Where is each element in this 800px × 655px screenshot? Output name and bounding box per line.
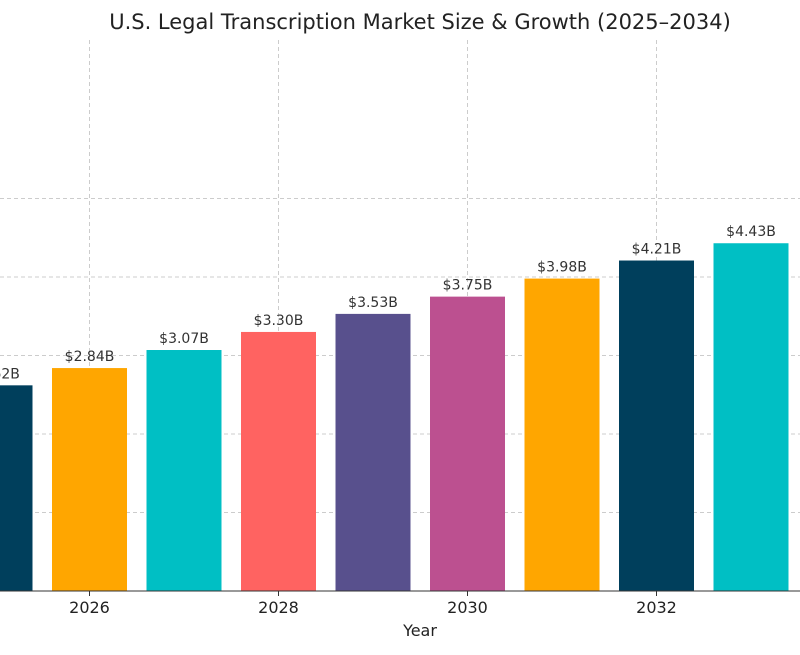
bar-2030	[430, 296, 505, 591]
bar-2031	[524, 278, 600, 591]
data-labels: $2.62B $2.84B $3.07B $3.30B $3.53B $3.75B $3.9…	[0, 224, 776, 382]
chart-title: U.S. Legal Transcription Market Size & G…	[109, 10, 731, 34]
bar-2026	[52, 368, 127, 591]
data-label-2025: $2.62B	[0, 366, 20, 382]
bar-2032	[619, 260, 694, 591]
x-tick-label-2028: 2028	[258, 598, 299, 617]
data-label-2032: $4.21B	[632, 242, 682, 258]
data-label-2028: $3.30B	[254, 313, 304, 329]
bar-2027	[146, 350, 222, 591]
data-label-2027: $3.07B	[159, 331, 209, 347]
bar-2025	[0, 385, 33, 591]
bar-2033	[713, 243, 789, 591]
x-tick-label-2030: 2030	[447, 598, 488, 617]
x-axis-label: Year	[402, 621, 437, 640]
data-label-2033: $4.43B	[726, 224, 776, 240]
x-tick-label-2032: 2032	[636, 598, 677, 617]
data-label-2029: $3.53B	[348, 295, 398, 311]
bar-2028	[241, 331, 316, 591]
bar-2029	[335, 313, 411, 591]
data-label-2030: $3.75B	[443, 278, 493, 294]
bars	[0, 243, 789, 591]
x-axis-ticks: 2026 2028 2030 2032	[69, 591, 677, 617]
data-label-2026: $2.84B	[65, 349, 115, 365]
x-tick-label-2026: 2026	[69, 598, 110, 617]
data-label-2031: $3.98B	[537, 260, 587, 276]
